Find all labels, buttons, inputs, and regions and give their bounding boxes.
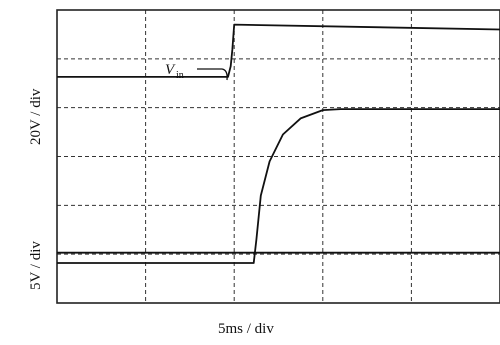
grid-lines	[57, 10, 500, 303]
plot-frame	[56, 9, 500, 304]
vin-label-leader	[197, 68, 228, 81]
y-axis-label-upper: 20V / div	[28, 88, 44, 145]
traces	[57, 23, 500, 264]
x-axis-label: 5ms / div	[218, 321, 274, 337]
vin-label-sub: in	[176, 70, 184, 81]
vin-label-main: V	[165, 62, 176, 78]
y-axis-label-lower: 5V / div	[28, 241, 44, 290]
trace-1	[57, 108, 500, 264]
vin-label: V in	[165, 62, 228, 81]
trace-vin	[57, 23, 500, 78]
